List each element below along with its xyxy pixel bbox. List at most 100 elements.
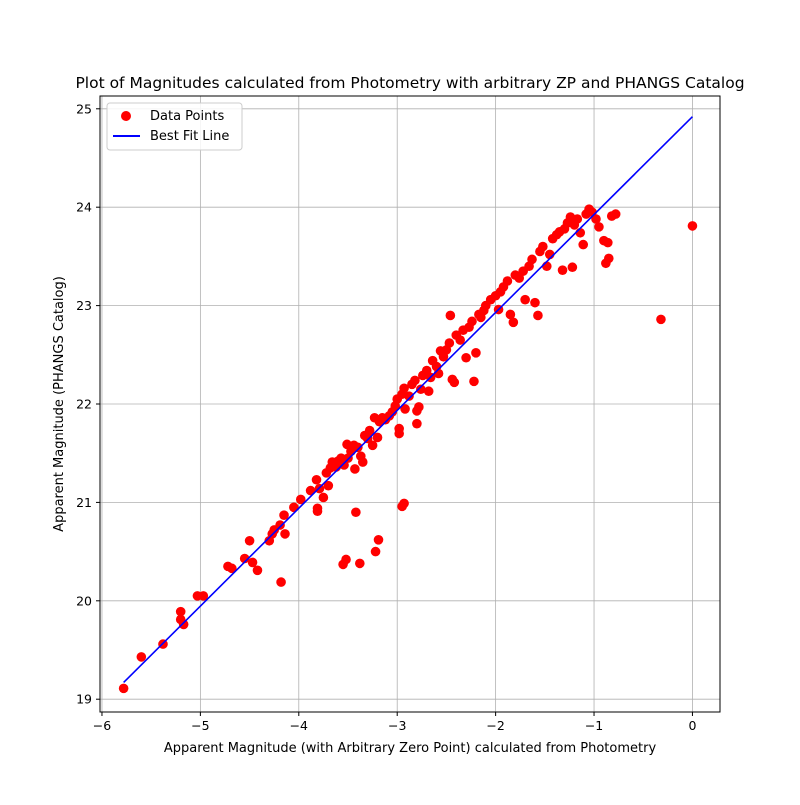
x-tick-label: −2 — [486, 718, 504, 733]
y-tick-label: 23 — [76, 298, 92, 313]
y-tick-label: 25 — [76, 101, 92, 116]
data-point — [449, 377, 460, 388]
data-point — [502, 276, 513, 286]
data-point — [239, 553, 250, 564]
legend: Data Points Best Fit Line — [106, 102, 243, 151]
data-point — [252, 565, 263, 576]
legend-label-data-points: Data Points — [150, 109, 224, 124]
data-point — [444, 338, 455, 348]
x-tick-label: 0 — [688, 718, 696, 733]
data-point — [469, 376, 479, 387]
legend-label-best-fit-line: Best Fit Line — [150, 129, 229, 144]
data-point — [364, 425, 375, 436]
data-point — [312, 506, 323, 517]
data-point — [567, 262, 578, 273]
data-point — [311, 474, 322, 485]
data-point — [594, 222, 604, 232]
data-point — [416, 384, 426, 395]
data-point — [198, 591, 209, 601]
data-point — [412, 418, 422, 429]
data-point — [533, 310, 543, 321]
data-point — [578, 239, 589, 250]
data-point — [279, 510, 289, 520]
legend-marker-data-points — [121, 111, 131, 121]
data-point — [414, 402, 424, 412]
y-tick-label: 22 — [76, 397, 92, 412]
data-point — [572, 214, 583, 224]
data-point — [656, 314, 666, 325]
data-point — [275, 520, 285, 530]
data-point — [520, 294, 530, 305]
data-point — [367, 440, 378, 451]
data-point — [530, 297, 540, 308]
data-point — [370, 546, 381, 557]
data-point — [350, 464, 360, 474]
data-point — [423, 386, 434, 397]
data-point — [357, 457, 368, 467]
y-tick-label: 20 — [76, 593, 92, 608]
best-fit-line-layer — [123, 116, 694, 684]
data-point — [244, 535, 255, 546]
data-point — [445, 310, 456, 321]
data-point — [118, 683, 129, 694]
data-point — [227, 563, 237, 574]
data-point — [399, 498, 409, 509]
data-point — [178, 619, 189, 630]
data-point — [575, 227, 586, 238]
grid — [100, 96, 720, 712]
data-point — [341, 554, 351, 565]
data-point — [541, 261, 552, 272]
data-point — [136, 652, 147, 662]
x-tick-label: −3 — [388, 718, 406, 733]
data-point — [394, 428, 404, 439]
data-point — [603, 253, 614, 264]
y-axis-ticks: 19 20 21 22 23 24 25 — [76, 101, 100, 707]
x-tick-label: −6 — [93, 718, 111, 733]
data-point — [318, 492, 329, 503]
y-tick-label: 19 — [76, 692, 92, 707]
data-point — [610, 209, 621, 219]
data-point — [527, 254, 537, 265]
data-point — [353, 442, 363, 453]
best-fit-line — [123, 116, 694, 684]
data-point — [410, 375, 420, 386]
data-point — [175, 606, 186, 617]
data-point — [461, 352, 471, 363]
y-axis-label: Apparent Magnitude (PHANGS Catalog) — [52, 276, 67, 532]
x-axis-ticks: −6 −5 −4 −3 −2 −1 0 — [93, 712, 696, 733]
data-point — [399, 383, 409, 394]
data-point — [505, 309, 516, 320]
x-axis-label: Apparent Magnitude (with Arbitrary Zero … — [164, 741, 657, 756]
data-point — [508, 317, 519, 328]
data-point — [373, 534, 384, 545]
data-point — [538, 241, 548, 252]
chart-title: Plot of Magnitudes calculated from Photo… — [75, 74, 744, 92]
data-point — [323, 480, 334, 491]
data-point — [362, 433, 373, 444]
y-tick-label: 21 — [76, 495, 92, 510]
data-point — [687, 221, 698, 231]
x-tick-label: −5 — [191, 718, 209, 733]
data-point — [400, 404, 410, 414]
data-point — [247, 557, 258, 568]
data-point — [355, 558, 365, 569]
data-point — [295, 494, 306, 505]
y-tick-label: 24 — [76, 200, 92, 215]
data-points — [118, 204, 698, 694]
data-point — [603, 237, 613, 248]
data-point — [404, 391, 414, 401]
data-point — [372, 432, 383, 443]
x-tick-label: −1 — [585, 718, 603, 733]
data-point — [455, 335, 465, 345]
data-point — [467, 316, 477, 327]
data-point — [591, 214, 601, 224]
data-point — [557, 265, 568, 275]
data-point — [471, 348, 481, 358]
data-point — [351, 507, 361, 518]
data-point — [280, 529, 290, 539]
x-tick-label: −4 — [290, 718, 308, 733]
data-point — [276, 577, 286, 587]
legend-box — [106, 102, 243, 151]
